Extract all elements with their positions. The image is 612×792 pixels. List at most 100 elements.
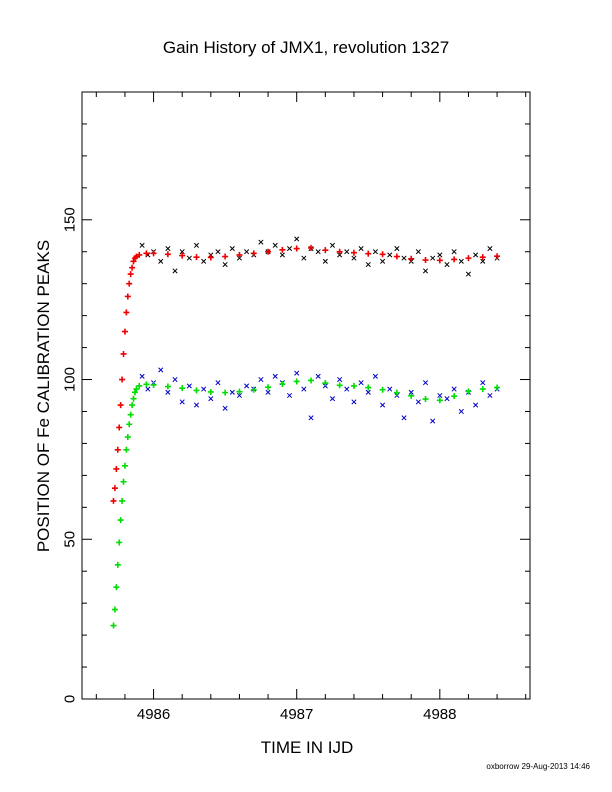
data-point (111, 485, 118, 492)
data-point (337, 252, 343, 258)
data-point (222, 389, 229, 396)
y-tick-label: 150 (62, 207, 79, 232)
data-point (265, 384, 272, 391)
data-point (158, 367, 164, 373)
data-point (124, 293, 131, 300)
data-point (350, 382, 357, 389)
data-point (458, 258, 464, 264)
data-point (236, 388, 243, 395)
data-point (121, 462, 128, 469)
data-point (110, 497, 117, 504)
data-point (133, 386, 140, 393)
data-point (150, 250, 157, 257)
data-point (365, 261, 371, 268)
data-point (358, 245, 364, 252)
axis-ticks (82, 91, 530, 700)
data-point (422, 257, 429, 264)
data-point (387, 252, 393, 258)
x-tick-label: 4986 (137, 706, 170, 723)
data-point (124, 434, 131, 441)
data-point (236, 255, 242, 261)
data-point (408, 255, 415, 262)
data-point (394, 245, 400, 252)
data-point (120, 478, 127, 485)
y-tick-label: 0 (62, 695, 79, 703)
data-point (172, 268, 178, 274)
data-point (487, 245, 493, 252)
data-point (458, 408, 464, 415)
data-point (126, 280, 133, 287)
data-point (130, 395, 137, 402)
data-point (215, 249, 221, 255)
data-point (129, 264, 136, 271)
data-point (329, 242, 336, 248)
data-point (444, 396, 450, 402)
data-point (479, 386, 486, 393)
y-axis-label-text: POSITION OF Fe CALIBRATION PEAKS (34, 239, 53, 553)
data-point (114, 446, 121, 453)
data-point (336, 382, 343, 389)
data-point (164, 383, 171, 390)
data-point (322, 380, 329, 387)
data-point (131, 389, 138, 396)
data-point (207, 254, 214, 261)
data-point (179, 399, 185, 405)
data-point (186, 383, 192, 389)
data-point (365, 250, 372, 257)
data-point (150, 381, 157, 388)
data-point (193, 402, 200, 408)
data-point (344, 386, 350, 392)
data-point (465, 388, 472, 395)
data-point (136, 251, 143, 258)
data-point (222, 405, 228, 411)
data-point (193, 242, 200, 248)
data-point (393, 253, 400, 260)
data-point (322, 247, 329, 254)
data-point (322, 258, 328, 264)
data-point (350, 249, 357, 256)
data-point (179, 252, 186, 259)
x-axis-label: TIME IN IJD (260, 738, 354, 757)
data-point (136, 382, 143, 389)
x-tick-label: 4987 (280, 706, 313, 723)
data-point (179, 385, 186, 392)
data-point (222, 261, 228, 268)
series-1 (110, 244, 501, 504)
data-point (119, 376, 126, 383)
data-point (236, 392, 242, 399)
data-point (479, 254, 486, 261)
data-point (436, 257, 443, 264)
data-point (250, 386, 257, 393)
data-point (451, 386, 457, 392)
data-point (422, 380, 429, 386)
data-point (130, 258, 137, 265)
data-point (487, 392, 493, 399)
data-point (408, 389, 414, 395)
data-point (430, 418, 436, 424)
x-tick-label: 4988 (423, 706, 456, 723)
data-point (380, 258, 386, 264)
data-point (422, 396, 429, 403)
data-point (207, 388, 214, 395)
data-point (279, 380, 286, 387)
data-point (244, 383, 250, 389)
data-point (193, 387, 200, 394)
data-point (117, 517, 124, 524)
data-point (465, 271, 472, 277)
data-point (422, 268, 429, 274)
data-points (110, 236, 501, 629)
data-point (444, 261, 450, 268)
data-point (358, 380, 364, 386)
data-point (437, 392, 443, 399)
data-point (250, 250, 257, 257)
data-point (315, 373, 321, 379)
series-3 (110, 377, 501, 629)
data-point (186, 255, 192, 261)
data-point (145, 386, 151, 392)
data-point (293, 245, 300, 252)
data-point (494, 384, 501, 391)
data-point (351, 255, 357, 261)
data-point (116, 539, 123, 546)
data-point (365, 384, 372, 391)
